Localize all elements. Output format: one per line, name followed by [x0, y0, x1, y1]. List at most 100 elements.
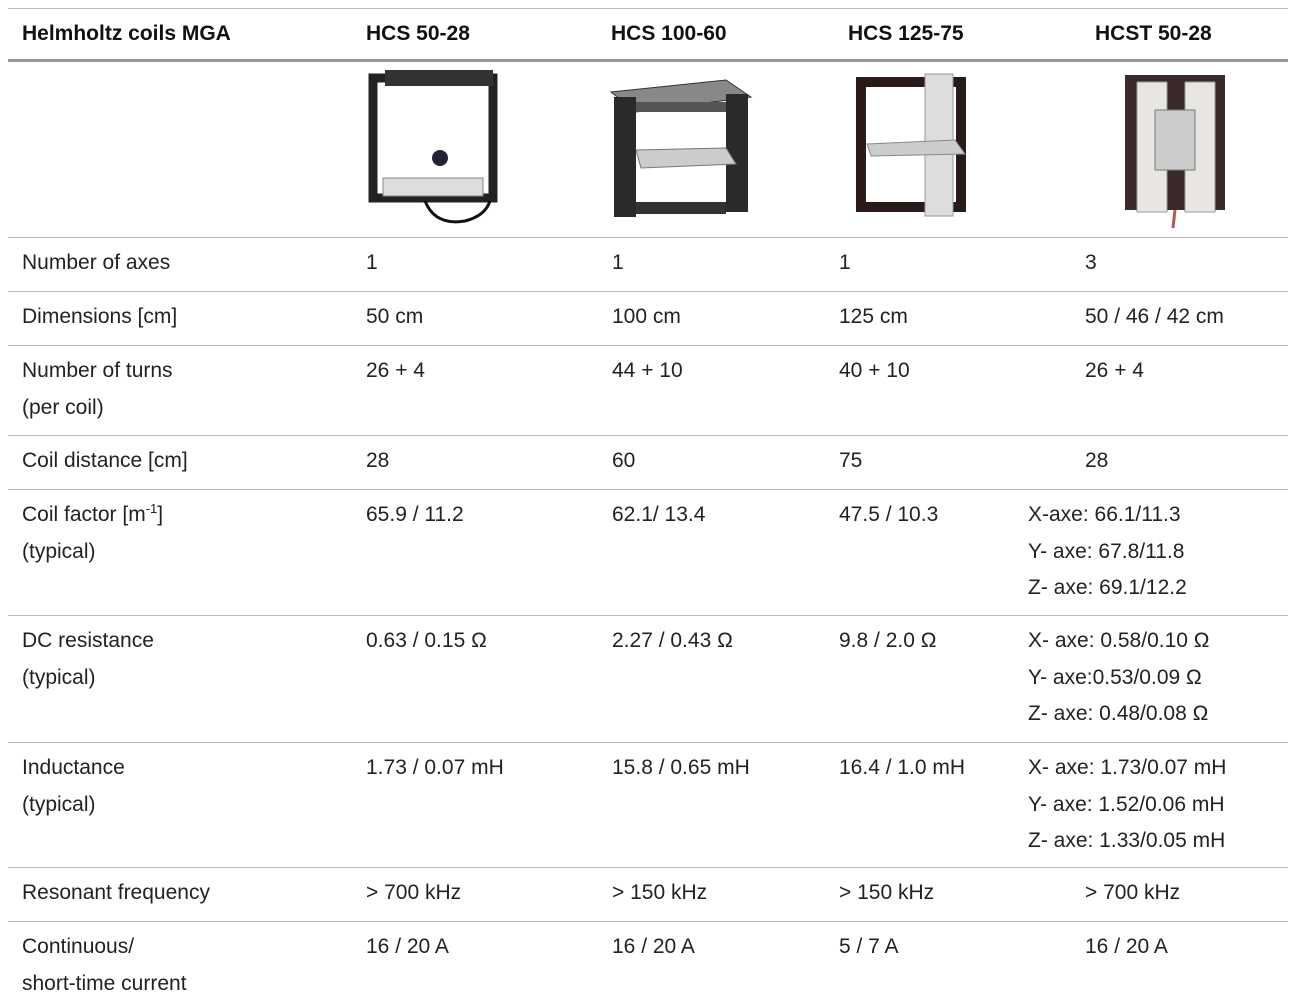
line: Z- axe: 0.48/0.08 Ω: [1028, 702, 1209, 725]
header-cell: HCS 100-60: [611, 22, 727, 45]
line: 50 / 46 / 42 cm: [1085, 305, 1224, 328]
cell-value: 0.63 / 0.15 Ω: [366, 623, 487, 660]
line: (typical): [22, 665, 96, 689]
line: 60: [612, 449, 636, 472]
cell-value: 1: [839, 245, 851, 282]
rule: [8, 742, 1288, 743]
line: Y- axe:0.53/0.09 Ω: [1028, 665, 1202, 689]
line: 26 + 4: [366, 359, 425, 382]
line: 3: [1085, 251, 1097, 274]
cell-value: 47.5 / 10.3: [839, 497, 938, 534]
text: Coil factor [m: [22, 503, 146, 526]
line: DC resistance: [22, 629, 154, 652]
line: 15.8 / 0.65 mH: [612, 756, 750, 779]
cell-value: 65.9 / 11.2: [366, 497, 464, 534]
cell-value: 16.4 / 1.0 mH: [839, 750, 965, 787]
row-label: Continuous/short-time current: [22, 929, 187, 1002]
rule: [8, 237, 1288, 238]
product-image: [609, 79, 753, 217]
line: > 700 kHz: [366, 881, 462, 904]
cell-value: X- axe: 0.58/0.10 Ω Y- axe:0.53/0.09 Ω Z- …: [1028, 623, 1209, 733]
cell-value: > 700 kHz: [366, 875, 461, 912]
line: 125 cm: [839, 305, 908, 328]
text: ]: [157, 503, 164, 526]
line: 1.73 / 0.07 mH: [366, 756, 504, 779]
line: X- axe: 1.73/0.07 mH: [1028, 756, 1227, 779]
line: X-axe: 66.1/11.3: [1028, 503, 1181, 526]
cell-value: 1: [612, 245, 624, 282]
line: Number of turns: [22, 359, 173, 382]
cell-value: 3: [1085, 245, 1097, 282]
cell-value: 26 + 4: [1085, 353, 1144, 390]
text: -1: [145, 501, 158, 516]
rule: [8, 921, 1288, 922]
rule: [8, 615, 1288, 616]
cell-value: 125 cm: [839, 299, 908, 336]
cell-value: > 700 kHz: [1085, 875, 1180, 912]
line: 1: [839, 251, 851, 274]
cell-value: 2.27 / 0.43 Ω: [612, 623, 733, 660]
line: > 150 kHz: [839, 881, 935, 904]
cell-value: 9.8 / 2.0 Ω: [839, 623, 936, 660]
line: 40 + 10: [839, 359, 910, 382]
line: Coil factor [m-1]: [22, 497, 163, 534]
rule: [8, 59, 1288, 62]
line: Z- axe: 69.1/12.2: [1028, 576, 1187, 599]
cell-value: 16 / 20 A: [366, 929, 449, 966]
line: Inductance: [22, 756, 125, 779]
line: short-time current: [22, 971, 187, 995]
cell-value: 28: [1085, 443, 1108, 480]
line: 16 / 20 A: [612, 935, 695, 958]
product-image: [856, 73, 966, 217]
line: Dimensions [cm]: [22, 305, 178, 328]
line: 16.4 / 1.0 mH: [839, 756, 966, 779]
line: 28: [1085, 449, 1109, 472]
rule: [8, 435, 1288, 436]
header-cell: Helmholtz coils MGA: [22, 22, 231, 45]
cell-value: 40 + 10: [839, 353, 910, 390]
line: Number of axes: [22, 251, 171, 274]
line: (typical): [22, 539, 96, 563]
line: Y- axe: 67.8/11.8: [1028, 539, 1185, 563]
line: 5 / 7 A: [839, 935, 899, 958]
header-cell: HCS 50-28: [366, 22, 470, 45]
product-image: [368, 70, 498, 224]
cell-value: 1.73 / 0.07 mH: [366, 750, 504, 787]
cell-value: 50 / 46 / 42 cm: [1085, 299, 1224, 336]
line: > 700 kHz: [1085, 881, 1181, 904]
header-cell: HCST 50-28: [1095, 22, 1212, 45]
product-image: [1125, 75, 1225, 229]
line: 26 + 4: [1085, 359, 1144, 382]
line: 9.8 / 2.0 Ω: [839, 629, 937, 652]
line: 16 / 20 A: [1085, 935, 1168, 958]
line: 1: [612, 251, 624, 274]
line: 100 cm: [612, 305, 681, 328]
line: Resonant frequency: [22, 881, 210, 904]
cell-value: 100 cm: [612, 299, 681, 336]
rule: [8, 489, 1288, 490]
rule: [8, 8, 1288, 9]
cell-value: 50 cm: [366, 299, 423, 336]
rule: [8, 867, 1288, 868]
cell-value: 16 / 20 A: [612, 929, 695, 966]
header-cell: HCS 125-75: [848, 22, 964, 45]
cell-value: 28: [366, 443, 389, 480]
line: (typical): [22, 792, 96, 816]
row-label: Number of turns (per coil): [22, 353, 173, 426]
line: X- axe: 0.58/0.10 Ω: [1028, 629, 1210, 652]
line: 2.27 / 0.43 Ω: [612, 629, 733, 652]
cell-value: 62.1/ 13.4: [612, 497, 705, 534]
line: 75: [839, 449, 863, 472]
cell-value: X-axe: 66.1/11.3 Y- axe: 67.8/11.8 Z- axe:…: [1028, 497, 1187, 607]
line: (per coil): [22, 395, 104, 419]
row-label: Number of axes: [22, 245, 170, 282]
line: 47.5 / 10.3: [839, 503, 939, 526]
rule: [8, 345, 1288, 346]
row-label: Coil distance [cm]: [22, 443, 188, 480]
line: 62.1/ 13.4: [612, 503, 706, 526]
cell-value: 75: [839, 443, 862, 480]
line: 65.9 / 11.2: [366, 503, 464, 526]
line: 0.63 / 0.15 Ω: [366, 629, 487, 652]
cell-value: X- axe: 1.73/0.07 mH Y- axe: 1.52/0.06 mH…: [1028, 750, 1226, 860]
line: 44 + 10: [612, 359, 683, 382]
